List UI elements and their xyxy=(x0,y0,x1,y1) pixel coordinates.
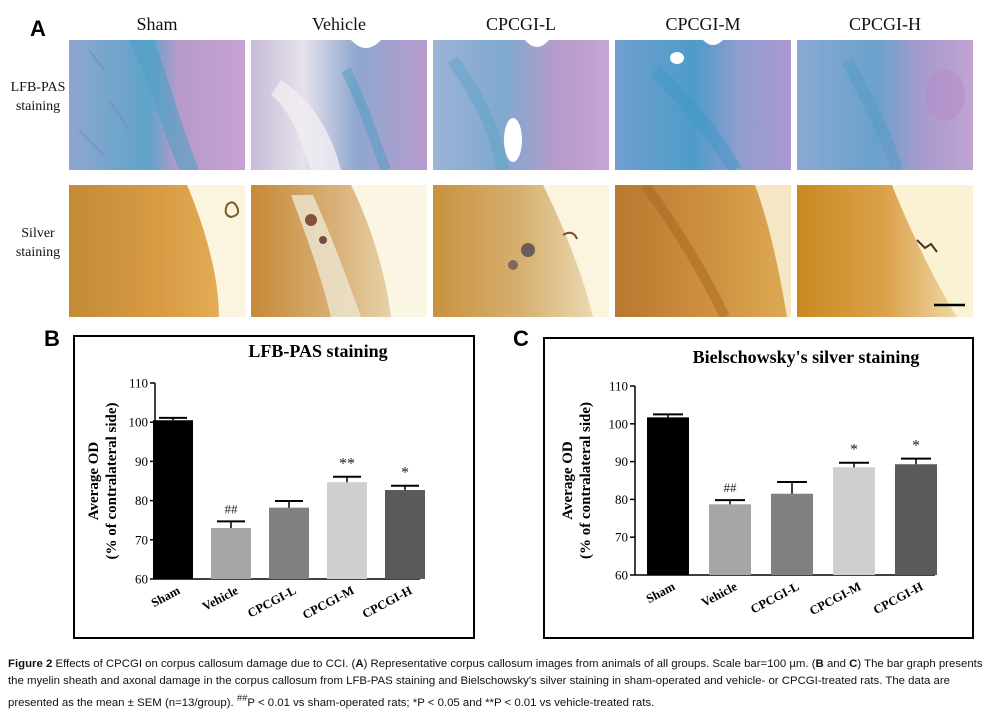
panel-letter-a: A xyxy=(30,16,46,41)
lfb-image-sham xyxy=(69,40,245,170)
silver-image-cpcgi-h xyxy=(797,185,973,317)
y-tick-label: 90 xyxy=(135,454,148,469)
y-tick-label: 70 xyxy=(615,530,628,545)
figure-caption: Figure 2 Effects of CPCGI on corpus call… xyxy=(8,658,983,709)
column-header-vehicle: Vehicle xyxy=(312,14,366,34)
y-tick-label: 80 xyxy=(135,493,148,508)
chart-title: LFB-PAS staining xyxy=(248,341,387,361)
significance-label: ## xyxy=(225,501,239,516)
y-tick-label: 80 xyxy=(615,492,628,507)
y-tick-label: 100 xyxy=(129,415,149,430)
x-tick-label: CPCGI-M xyxy=(807,579,863,618)
x-tick-label: CPCGI-L xyxy=(748,579,801,616)
significance-label: ** xyxy=(339,456,355,473)
lfb-image-cpcgi-m xyxy=(615,40,791,170)
lfb-image-cpcgi-h xyxy=(797,40,973,170)
bar-cpcgi-m xyxy=(833,467,875,575)
x-tick-label: CPCGI-H xyxy=(360,583,415,621)
silver-image-vehicle xyxy=(251,185,427,317)
column-header-cpcgi-m: CPCGI-M xyxy=(665,14,741,34)
significance-label: * xyxy=(401,465,409,482)
row-label-silver: Silver staining xyxy=(15,226,61,260)
y-tick-label: 100 xyxy=(609,416,629,431)
silver-image-cpcgi-m xyxy=(615,185,791,317)
significance-label: * xyxy=(912,438,920,455)
x-tick-label: CPCGI-H xyxy=(871,579,926,617)
chart-title: Bielschowsky's silver staining xyxy=(693,347,920,367)
column-header-cpcgi-l: CPCGI-L xyxy=(485,14,556,34)
panel-letter-c: C xyxy=(513,326,529,351)
y-axis-label: Average OD (% of contralateral side) xyxy=(560,402,594,559)
x-tick-label: CPCGI-L xyxy=(245,583,298,620)
y-axis-label: Average OD (% of contralateral side) xyxy=(86,402,120,559)
bar-vehicle xyxy=(709,504,751,575)
y-tick-label: 70 xyxy=(135,532,148,547)
significance-label: ## xyxy=(724,480,738,495)
x-tick-label: Vehicle xyxy=(699,579,740,610)
chart-c-frame: Bielschowsky's silver staining Average OD… xyxy=(543,337,974,639)
bar-cpcgi-h xyxy=(895,464,937,575)
column-header-cpcgi-h: CPCGI-H xyxy=(848,14,921,34)
x-tick-label: Sham xyxy=(149,583,183,610)
x-tick-label: CPCGI-M xyxy=(300,583,356,622)
silver-image-sham xyxy=(69,185,245,317)
lfb-image-vehicle xyxy=(251,40,427,170)
y-tick-label: 110 xyxy=(129,376,148,391)
x-tick-label: Sham xyxy=(644,579,678,606)
significance-label: * xyxy=(850,442,858,459)
x-tick-label: Vehicle xyxy=(200,583,241,614)
bar-cpcgi-l xyxy=(771,493,813,575)
y-tick-label: 110 xyxy=(609,379,628,394)
bar-sham xyxy=(647,417,689,575)
bar-vehicle xyxy=(211,528,251,579)
row-label-lfb: LFB-PAS staining xyxy=(10,80,66,114)
bar-sham xyxy=(153,420,193,579)
bar-cpcgi-m xyxy=(327,482,367,579)
column-header-sham: Sham xyxy=(136,14,178,34)
lfb-image-cpcgi-l xyxy=(433,40,609,170)
panel-letter-b: B xyxy=(44,326,60,351)
y-tick-label: 60 xyxy=(135,572,148,587)
silver-image-cpcgi-l xyxy=(433,185,609,317)
bar-cpcgi-h xyxy=(385,490,425,579)
bar-cpcgi-l xyxy=(269,507,309,579)
y-tick-label: 60 xyxy=(615,568,628,583)
y-tick-label: 90 xyxy=(615,454,628,469)
chart-b-frame: LFB-PAS staining Average OD (% of contrala… xyxy=(73,335,475,639)
chart-c: Bielschowsky's silver staining Average OD… xyxy=(560,347,937,618)
chart-b: LFB-PAS staining Average OD (% of contrala… xyxy=(86,341,425,622)
